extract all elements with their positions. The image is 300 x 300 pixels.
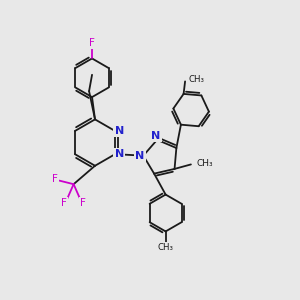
Text: N: N — [115, 126, 124, 136]
Text: CH₃: CH₃ — [188, 74, 204, 83]
Text: F: F — [80, 199, 86, 208]
Text: CH₃: CH₃ — [196, 159, 213, 168]
Text: N: N — [115, 149, 124, 160]
Text: F: F — [61, 199, 67, 208]
Text: F: F — [52, 174, 58, 184]
Text: N: N — [151, 131, 160, 141]
Text: N: N — [135, 151, 144, 160]
Text: F: F — [89, 38, 95, 48]
Text: CH₃: CH₃ — [158, 243, 174, 252]
